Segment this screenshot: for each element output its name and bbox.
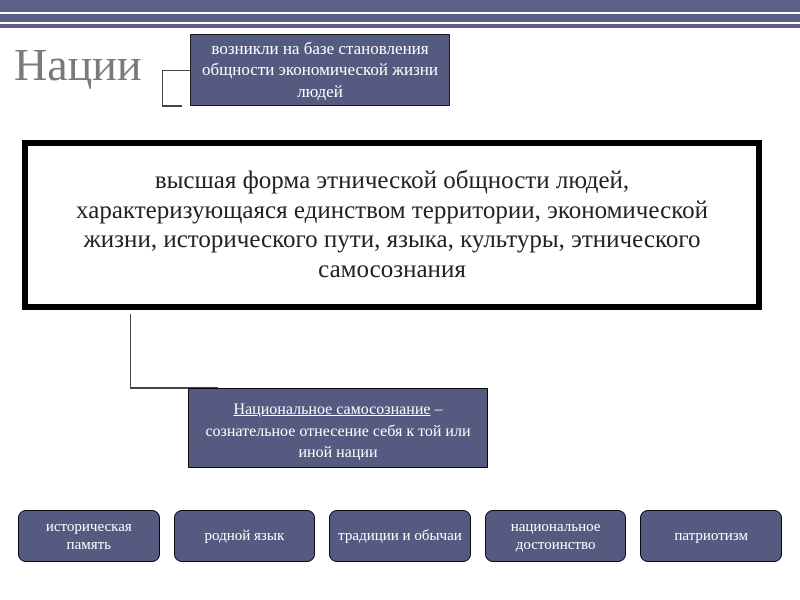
- self-awareness-head: Национальное самосознание: [234, 401, 431, 418]
- topbar-stripe: [0, 24, 800, 28]
- component-chip: традиции и обычаи: [329, 510, 471, 562]
- topbar: [0, 0, 800, 28]
- page-title: Нации: [14, 38, 142, 91]
- connector-title-to-callout: [162, 70, 192, 108]
- components-row: историческая память родной язык традиции и…: [0, 510, 800, 562]
- component-chip-label: патриотизм: [674, 527, 748, 545]
- component-chip: патриотизм: [640, 510, 782, 562]
- component-chip: национальное достоинство: [485, 510, 627, 562]
- origin-callout-text: возникли на базе становления общности эк…: [199, 38, 441, 102]
- definition-text: высшая форма этнической общности людей, …: [48, 166, 736, 284]
- connector-definition-to-selfaware: [130, 314, 220, 390]
- origin-callout: возникли на базе становления общности эк…: [190, 34, 450, 106]
- component-chip: родной язык: [174, 510, 316, 562]
- component-chip: историческая память: [18, 510, 160, 562]
- component-chip-label: национальное достоинство: [492, 518, 620, 554]
- definition-box: высшая форма этнической общности людей, …: [22, 140, 762, 310]
- component-chip-label: родной язык: [205, 527, 285, 545]
- topbar-stripe: [0, 14, 800, 22]
- self-awareness-box: Национальное самосознание – сознательное…: [188, 388, 488, 468]
- topbar-stripe: [0, 0, 800, 12]
- component-chip-label: историческая память: [25, 518, 153, 554]
- component-chip-label: традиции и обычаи: [338, 527, 462, 545]
